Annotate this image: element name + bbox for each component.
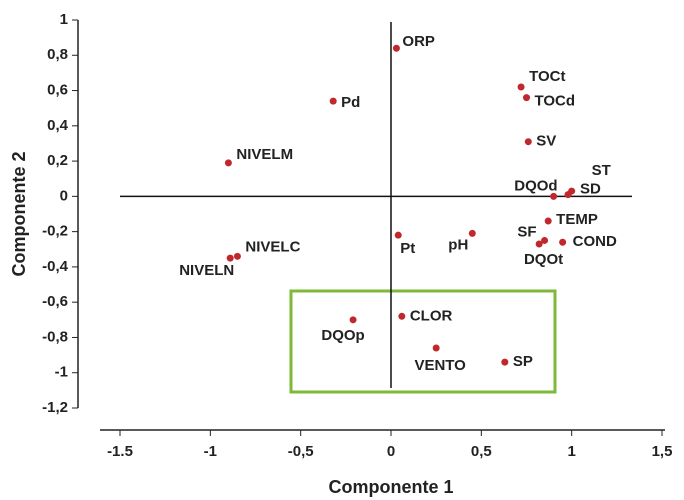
point-label: Pt (400, 240, 415, 257)
point (394, 231, 402, 239)
point (550, 192, 558, 200)
y-tick-label: 0,6 (47, 82, 68, 99)
point-label: DQOp (321, 327, 364, 344)
point-label: TEMP (556, 211, 598, 228)
point (541, 236, 549, 244)
x-axis-title: Componente 1 (328, 477, 453, 497)
y-tick-label: 0,4 (47, 117, 69, 134)
point (564, 191, 572, 199)
point (517, 83, 525, 91)
point (392, 44, 400, 52)
y-tick-label: -1,2 (42, 399, 68, 416)
x-tick-label: -1 (204, 443, 217, 460)
y-axis-title: Componente 2 (9, 151, 29, 276)
point (501, 358, 509, 366)
point-label: DQOd (514, 177, 557, 194)
x-tick-label: 1 (567, 443, 575, 460)
y-tick-label: -0,6 (42, 293, 68, 310)
point-label: SP (513, 353, 533, 370)
point (233, 252, 241, 260)
point-label: Pd (341, 94, 360, 111)
x-tick-label: -0,5 (288, 443, 314, 460)
point (468, 229, 476, 237)
point (349, 316, 357, 324)
y-tick-label: -1 (55, 364, 68, 381)
point-label: CLOR (410, 307, 453, 324)
y-tick-label: 1 (60, 11, 68, 28)
highlight-box (289, 289, 557, 394)
point-label: ST (592, 162, 611, 179)
point (535, 240, 543, 248)
x-tick-label: -1.5 (107, 443, 133, 460)
point-label: COND (573, 233, 617, 250)
point-label: NIVELM (236, 146, 293, 163)
point (559, 238, 567, 246)
x-tick-label: 1,5 (652, 443, 673, 460)
y-tick-label: -0,4 (42, 258, 69, 275)
point-label: SV (536, 133, 556, 150)
point-label: TOCd (535, 93, 576, 110)
point-label: pH (448, 236, 468, 253)
point (329, 97, 337, 105)
point-label: ORP (402, 33, 435, 50)
point (544, 217, 552, 225)
point (432, 344, 440, 352)
point-label: TOCt (529, 68, 565, 85)
y-tick-label: 0,8 (47, 46, 68, 63)
point (224, 159, 232, 167)
point-label: SF (517, 223, 536, 240)
y-tick-label: -0,2 (42, 223, 68, 240)
y-tick-label: 0,2 (47, 152, 68, 169)
point-label: SD (580, 181, 601, 198)
point-label: NIVELN (179, 262, 234, 279)
x-tick-label: 0,5 (471, 443, 492, 460)
point-label: DQOt (524, 251, 563, 268)
point (524, 138, 532, 146)
point (523, 94, 530, 102)
x-tick-label: 0 (387, 443, 395, 460)
y-tick-label: -0,8 (42, 328, 68, 345)
point (226, 254, 234, 262)
point (398, 312, 406, 320)
y-tick-label: 0 (60, 187, 68, 204)
point-label: NIVELC (245, 238, 300, 255)
point-label: VENTO (414, 357, 466, 374)
